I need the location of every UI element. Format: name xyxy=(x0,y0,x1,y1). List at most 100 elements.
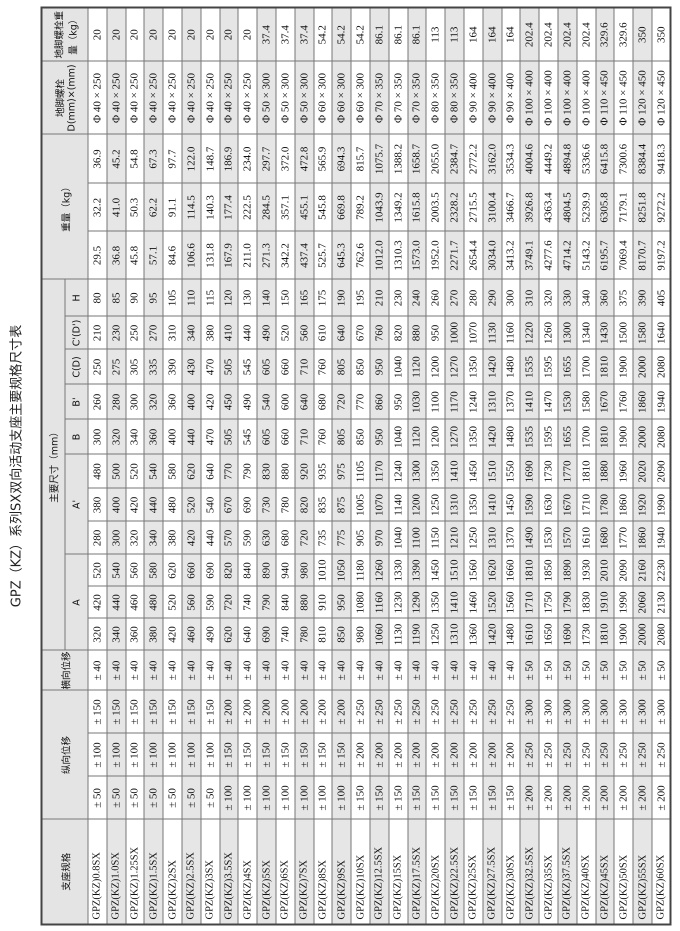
cell-weight-1: 5143.2 xyxy=(576,230,596,279)
cell-long-2: ± 250 xyxy=(557,733,577,776)
cell-bolt-weight: 20 xyxy=(106,6,126,61)
cell-weight-3: 8384.4 xyxy=(632,133,652,183)
cell-transverse: ± 40 xyxy=(463,649,483,690)
table-row: GPZ(KZ)0.8SX ± 50 ± 100 ± 150 ± 40 320 420 520 2… xyxy=(87,6,107,924)
cell-bolt-weight: 164 xyxy=(501,6,520,61)
cell-bolt-weight: 20 xyxy=(200,6,220,61)
cell-c-prime: 250 xyxy=(125,315,144,349)
table-body: GPZ(KZ)0.8SX ± 50 ± 100 ± 150 ± 40 320 420 520 2… xyxy=(87,6,671,924)
cell-a-3: 1560 xyxy=(463,553,483,586)
cell-weight-3: 67.3 xyxy=(143,133,163,183)
cell-spec: GPZ(KZ)9SX xyxy=(331,819,351,924)
cell-long-2: ± 150 xyxy=(256,733,276,776)
cell-h: 190 xyxy=(331,278,351,316)
cell-a-prime-3: 480 xyxy=(87,453,107,488)
cell-weight-2: 789.2 xyxy=(350,182,370,231)
table-row: GPZ(KZ)7SX ± 100 ± 150 ± 200 ± 40 780 880 980 72… xyxy=(294,6,314,924)
cell-c-prime: 1640 xyxy=(651,315,671,349)
cell-c-prime: 380 xyxy=(200,315,220,349)
cell-a-1: 1810 xyxy=(595,617,614,650)
cell-transverse: ± 40 xyxy=(388,649,408,690)
cell-a-prime-1: 775 xyxy=(331,520,351,554)
cell-long-1: ± 50 xyxy=(125,776,144,819)
cell-spec: GPZ(KZ)37.5SX xyxy=(557,819,577,924)
cell-weight-3: 186.9 xyxy=(219,133,238,183)
cell-a-2: 740 xyxy=(237,585,257,618)
cell-a-prime-1: 1100 xyxy=(407,520,426,554)
cell-weight-3: 565.9 xyxy=(313,133,332,183)
cell-a-1: 1730 xyxy=(576,617,596,650)
cell-b-prime: 1860 xyxy=(632,383,652,419)
cell-spec: GPZ(KZ)55SX xyxy=(632,819,652,924)
cell-b: 1700 xyxy=(576,418,596,454)
cell-a-prime-1: 340 xyxy=(143,520,163,554)
cell-a-1: 1690 xyxy=(557,617,577,650)
cell-a-prime-1: 1210 xyxy=(444,520,464,554)
table-row: GPZ(KZ)2SX ± 50 ± 100 ± 150 ± 40 420 520 620 380… xyxy=(162,6,182,924)
cell-weight-3: 5336.6 xyxy=(576,133,596,183)
cell-weight-1: 437.4 xyxy=(294,230,314,279)
table-row: GPZ(KZ)6SX ± 100 ± 150 ± 200 ± 40 740 840 940 68… xyxy=(275,6,295,924)
cell-weight-1: 2654.4 xyxy=(463,230,483,279)
cell-spec: GPZ(KZ)4SX xyxy=(237,819,257,924)
cell-a-prime-3: 880 xyxy=(275,453,295,488)
cell-c-prime: 230 xyxy=(106,315,126,349)
cell-c: 545 xyxy=(237,348,257,384)
cell-b-prime: 1760 xyxy=(613,383,633,419)
cell-b: 1655 xyxy=(557,418,577,454)
cell-a-1: 1650 xyxy=(538,617,558,650)
cell-transverse: ± 40 xyxy=(331,649,351,690)
cell-c: 1270 xyxy=(444,348,464,384)
cell-long-1: ± 200 xyxy=(557,776,577,819)
cell-long-3: ± 250 xyxy=(463,689,483,733)
cell-long-3: ± 200 xyxy=(275,689,295,733)
cell-long-2: ± 100 xyxy=(181,733,201,776)
cell-spec: GPZ(KZ)17.5SX xyxy=(407,819,426,924)
cell-a-prime-2: 1250 xyxy=(425,487,445,521)
cell-a-prime-3: 1810 xyxy=(576,453,596,488)
header-c: C(D) xyxy=(64,348,88,384)
cell-c-prime: 210 xyxy=(87,315,107,349)
cell-long-2: ± 200 xyxy=(369,733,389,776)
cell-b-prime: 600 xyxy=(275,383,295,419)
cell-weight-3: 3162.0 xyxy=(482,133,502,183)
cell-bolt-weight: 20 xyxy=(87,6,107,61)
cell-b: 660 xyxy=(275,418,295,454)
cell-a-prime-3: 1300 xyxy=(407,453,426,488)
cell-b-prime: 1410 xyxy=(519,383,539,419)
cell-long-3: ± 200 xyxy=(313,689,332,733)
cell-c: 335 xyxy=(143,348,163,384)
cell-b: 1120 xyxy=(407,418,426,454)
cell-weight-3: 3534.3 xyxy=(501,133,520,183)
cell-c: 605 xyxy=(256,348,276,384)
cell-c: 660 xyxy=(275,348,295,384)
table-row: GPZ(KZ)12.5SX ± 150 ± 200 ± 250 ± 40 1060 1160… xyxy=(369,6,389,924)
cell-spec: GPZ(KZ)15SX xyxy=(388,819,408,924)
cell-c: 2080 xyxy=(651,348,671,384)
cell-transverse: ± 40 xyxy=(87,649,107,690)
cell-a-prime-3: 1105 xyxy=(350,453,370,488)
cell-weight-3: 122.0 xyxy=(181,133,201,183)
cell-c-prime: 1500 xyxy=(613,315,633,349)
cell-a-2: 440 xyxy=(106,585,126,618)
cell-a-3: 1890 xyxy=(557,553,577,586)
cell-c: 1480 xyxy=(501,348,520,384)
cell-long-2: ± 150 xyxy=(275,733,295,776)
cell-long-2: ± 200 xyxy=(501,733,520,776)
cell-long-2: ± 200 xyxy=(350,733,370,776)
cell-a-1: 740 xyxy=(275,617,295,650)
cell-b-prime: 860 xyxy=(369,383,389,419)
cell-weight-1: 1573.0 xyxy=(407,230,426,279)
cell-long-1: ± 150 xyxy=(501,776,520,819)
cell-a-1: 620 xyxy=(219,617,238,650)
cell-spec: GPZ(KZ)8SX xyxy=(313,819,332,924)
cell-bolt-weight: 350 xyxy=(651,6,671,61)
cell-transverse: ± 40 xyxy=(313,649,332,690)
cell-b-prime: 1470 xyxy=(538,383,558,419)
cell-weight-2: 357.1 xyxy=(275,182,295,231)
cell-c: 275 xyxy=(106,348,126,384)
cell-b-prime: 490 xyxy=(237,383,257,419)
cell-a-prime-2: 1590 xyxy=(519,487,539,521)
cell-weight-3: 7300.6 xyxy=(613,133,633,183)
cell-a-prime-3: 935 xyxy=(313,453,332,488)
